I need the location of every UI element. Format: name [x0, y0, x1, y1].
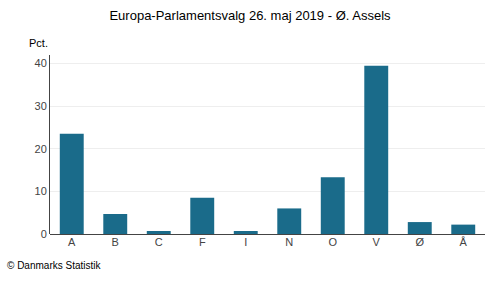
svg-text:40: 40	[35, 57, 47, 69]
svg-text:Europa-Parlamentsvalg 26. maj: Europa-Parlamentsvalg 26. maj 2019 - Ø. …	[109, 8, 391, 23]
svg-text:10: 10	[35, 185, 47, 197]
svg-text:O: O	[328, 236, 337, 248]
svg-text:0: 0	[41, 228, 47, 240]
svg-text:© Danmarks Statistik: © Danmarks Statistik	[7, 260, 102, 271]
svg-text:A: A	[68, 236, 76, 248]
svg-text:N: N	[285, 236, 293, 248]
svg-text:I: I	[244, 236, 247, 248]
svg-text:Å: Å	[460, 236, 468, 248]
svg-text:Ø: Ø	[415, 236, 424, 248]
svg-text:Pct.: Pct.	[29, 37, 48, 49]
svg-text:30: 30	[35, 100, 47, 112]
svg-text:20: 20	[35, 143, 47, 155]
svg-text:V: V	[373, 236, 381, 248]
svg-text:F: F	[199, 236, 206, 248]
svg-text:C: C	[155, 236, 163, 248]
svg-text:B: B	[112, 236, 119, 248]
